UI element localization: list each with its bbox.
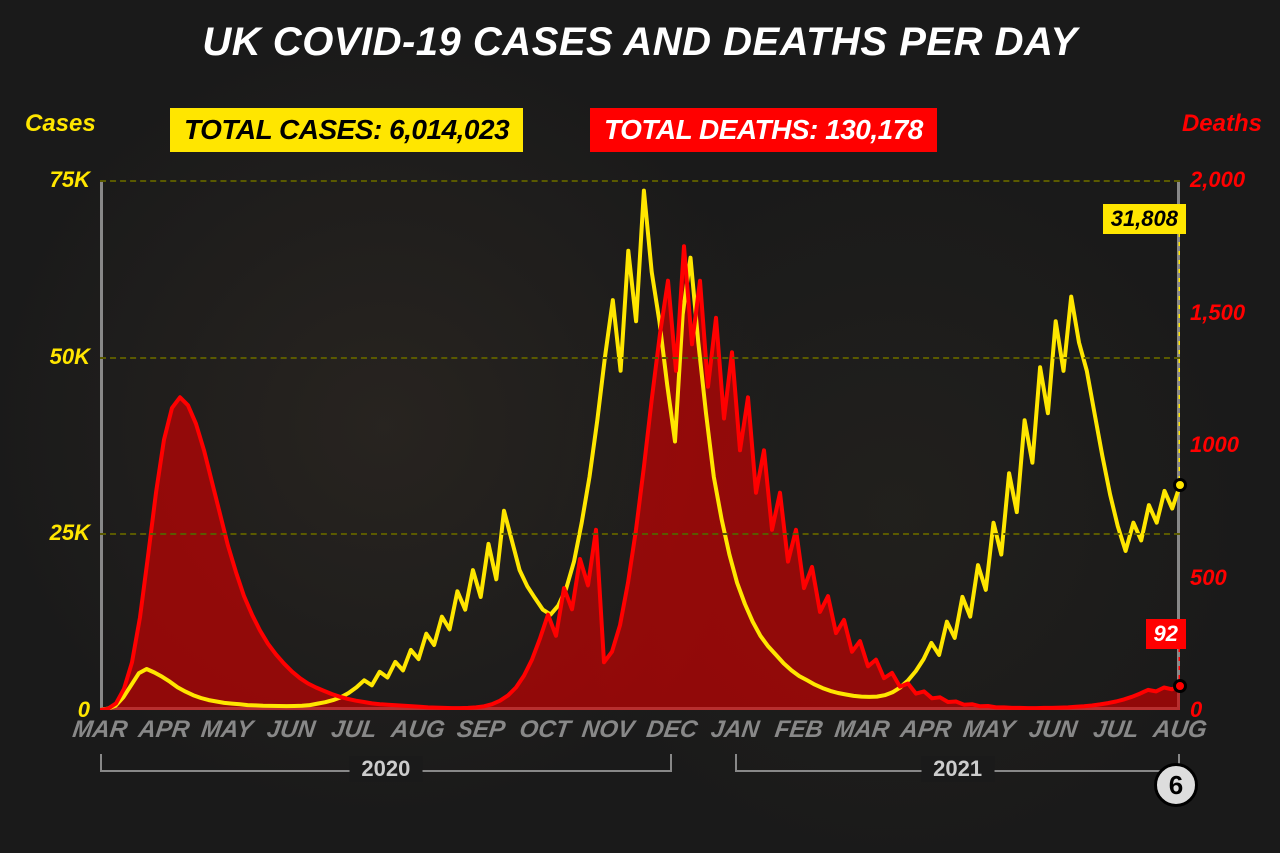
x-tick-month: MAY bbox=[199, 716, 254, 744]
y-tick-left: 75K bbox=[50, 167, 90, 193]
x-tick-month: JUN bbox=[1027, 716, 1079, 744]
year-label: 2021 bbox=[921, 756, 994, 782]
deaths-end-dot bbox=[1173, 679, 1187, 693]
y-tick-right: 1,500 bbox=[1190, 300, 1245, 326]
x-tick-month: JUN bbox=[265, 716, 317, 744]
x-tick-month: FEB bbox=[773, 716, 825, 744]
deaths-callout: 92 bbox=[1146, 619, 1186, 649]
x-tick-month: MAR bbox=[71, 716, 130, 744]
cases-callout: 31,808 bbox=[1103, 204, 1186, 234]
y-tick-right: 500 bbox=[1190, 565, 1227, 591]
gridline bbox=[100, 533, 1180, 535]
gridline bbox=[100, 357, 1180, 359]
x-tick-month: OCT bbox=[517, 716, 572, 744]
y-axis-right-label: Deaths bbox=[1182, 110, 1262, 138]
chart-svg bbox=[100, 180, 1180, 710]
y-tick-left: 25K bbox=[50, 520, 90, 546]
x-tick-month: JUL bbox=[1092, 716, 1141, 744]
gridline bbox=[100, 180, 1180, 182]
x-tick-month: JAN bbox=[709, 716, 761, 744]
x-tick-month: AUG bbox=[389, 716, 446, 744]
x-tick-month: DEC bbox=[644, 716, 699, 744]
total-deaths-badge: TOTAL DEATHS: 130,178 bbox=[590, 108, 937, 152]
x-tick-month: MAR bbox=[833, 716, 892, 744]
total-cases-badge: TOTAL CASES: 6,014,023 bbox=[170, 108, 523, 152]
y-axis-left-label: Cases bbox=[25, 110, 96, 138]
y-tick-right: 2,000 bbox=[1190, 167, 1245, 193]
x-tick-month: NOV bbox=[580, 716, 636, 744]
y-tick-left: 50K bbox=[50, 344, 90, 370]
y-tick-right: 1000 bbox=[1190, 432, 1239, 458]
x-tick-month: AUG bbox=[1151, 716, 1208, 744]
cases-end-dot bbox=[1173, 478, 1187, 492]
x-tick-month: JUL bbox=[329, 716, 378, 744]
circle-badge: 6 bbox=[1154, 763, 1198, 807]
chart-title: UK COVID-19 CASES AND DEATHS PER DAY bbox=[0, 20, 1280, 65]
chart-plot-area: 025K50K75K050010001,5002,000MARAPRMAYJUN… bbox=[100, 180, 1180, 710]
x-tick-month: APR bbox=[899, 716, 954, 744]
x-tick-month: MAY bbox=[962, 716, 1017, 744]
year-label: 2020 bbox=[349, 756, 422, 782]
x-tick-month: SEP bbox=[455, 716, 507, 744]
x-tick-month: APR bbox=[136, 716, 191, 744]
